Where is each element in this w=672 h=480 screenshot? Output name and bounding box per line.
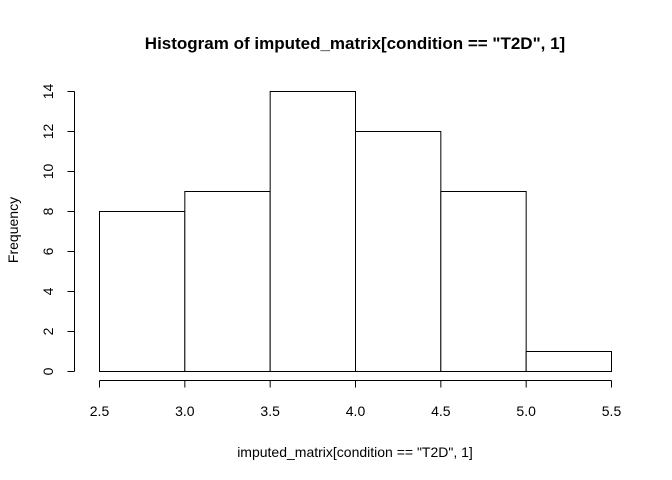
- x-axis: 2.5 3.0 3.5 4.0 4.5 5.0 5.5: [90, 380, 622, 419]
- y-tick-label: 12: [40, 124, 56, 140]
- x-axis-label: imputed_matrix[condition == "T2D", 1]: [237, 444, 473, 460]
- y-axis: 0 2 4 6 8 10 12 14: [40, 84, 75, 375]
- histogram-bar-4: [440, 191, 527, 372]
- x-tick-label: 3.0: [175, 403, 195, 419]
- x-tick-label: 5.0: [516, 403, 536, 419]
- y-tick-label: 4: [40, 287, 56, 295]
- y-tick-label: 8: [40, 207, 56, 215]
- x-tick-label: 2.5: [90, 403, 110, 419]
- bars-group: [99, 91, 613, 372]
- x-tick-label: 4.0: [346, 403, 366, 419]
- histogram-bar-0: [99, 211, 186, 372]
- histogram-bar-2: [269, 91, 356, 372]
- x-tick-label: 4.5: [431, 403, 451, 419]
- y-axis-label: Frequency: [5, 197, 21, 263]
- histogram-bar-1: [184, 191, 271, 372]
- y-tick-label: 14: [40, 84, 56, 100]
- y-tick-label: 10: [40, 164, 56, 180]
- histogram-bar-5: [525, 351, 613, 372]
- x-tick-label: 3.5: [260, 403, 280, 419]
- y-tick-label: 2: [40, 327, 56, 335]
- histogram-bar-3: [355, 131, 442, 372]
- x-tick-label: 5.5: [602, 403, 622, 419]
- y-tick-label: 6: [40, 247, 56, 255]
- chart-title: Histogram of imputed_matrix[condition ==…: [145, 34, 565, 53]
- y-tick-label: 0: [40, 367, 56, 375]
